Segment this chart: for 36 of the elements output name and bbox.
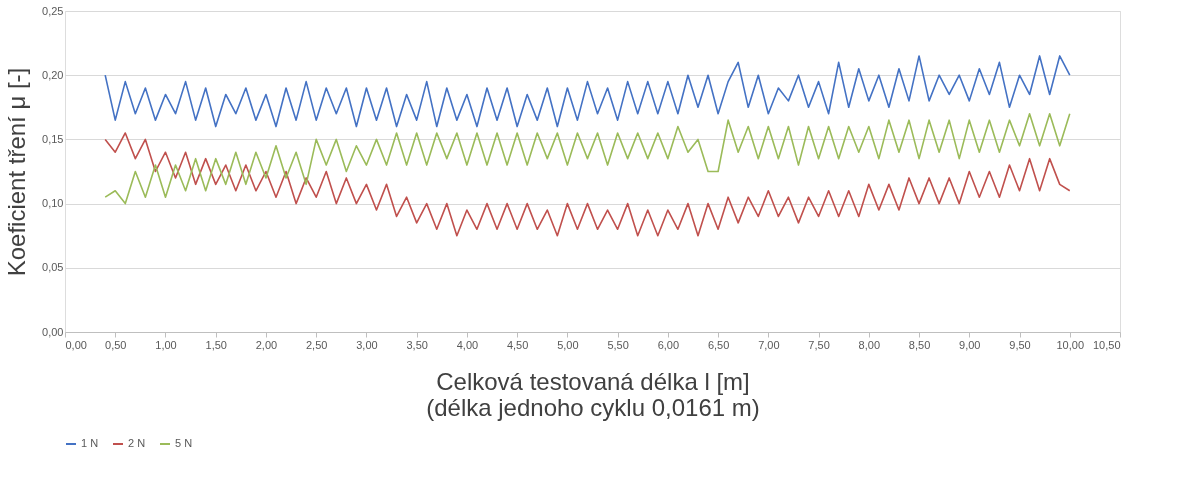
y-tick-label: 0,20 — [42, 68, 64, 81]
x-tick-label: 6,00 — [657, 338, 680, 351]
y-tick-label: 0,25 — [42, 4, 64, 17]
x-tick-label: 3,50 — [406, 338, 428, 351]
y-tick-label: 0,00 — [42, 325, 64, 338]
x-tick-label: 1,00 — [155, 338, 177, 351]
y-tick-label: 0,05 — [42, 261, 64, 274]
x-tick-label: 9,50 — [1009, 338, 1031, 351]
y-tick-label: 0,15 — [42, 132, 64, 145]
legend-label: 1 N — [81, 437, 99, 449]
legend-label: 2 N — [128, 437, 146, 449]
x-tick-label: 10,00 — [1056, 338, 1085, 351]
x-tick-label: 7,00 — [758, 338, 780, 351]
line-series — [104, 112, 1071, 205]
x-axis-title: Celková testovaná délka l [m] (délka jednoho cyklu 0,0161 m) — [426, 367, 760, 421]
x-tick-label: 10,50 — [1092, 338, 1121, 351]
x-tick-label: 5,50 — [607, 338, 629, 351]
x-tick-label: 4,00 — [456, 338, 479, 351]
x-tick-label: 7,50 — [808, 338, 830, 351]
x-tick-label: 2,00 — [255, 338, 278, 351]
x-tick-label: 1,50 — [205, 338, 227, 351]
x-tick-label: 3,00 — [356, 338, 378, 351]
legend-label: 5 N — [175, 437, 193, 449]
x-tick-label: 9,00 — [959, 338, 981, 351]
line-series — [104, 132, 1071, 237]
x-tick-label: 0,00 — [65, 338, 87, 351]
line-series — [104, 55, 1071, 128]
x-tick-label: 8,00 — [858, 338, 881, 351]
x-tick-label: 8,50 — [908, 338, 931, 351]
x-tick-label: 6,50 — [707, 338, 730, 351]
x-tick-label: 4,50 — [506, 338, 529, 351]
y-axis-title: Koeficient tření μ [-] — [3, 67, 31, 277]
x-tick-label: 2,50 — [305, 338, 328, 351]
x-tick-label: 0,50 — [105, 338, 127, 351]
x-tick-label: 5,00 — [557, 338, 579, 351]
y-tick-label: 0,10 — [42, 197, 64, 210]
